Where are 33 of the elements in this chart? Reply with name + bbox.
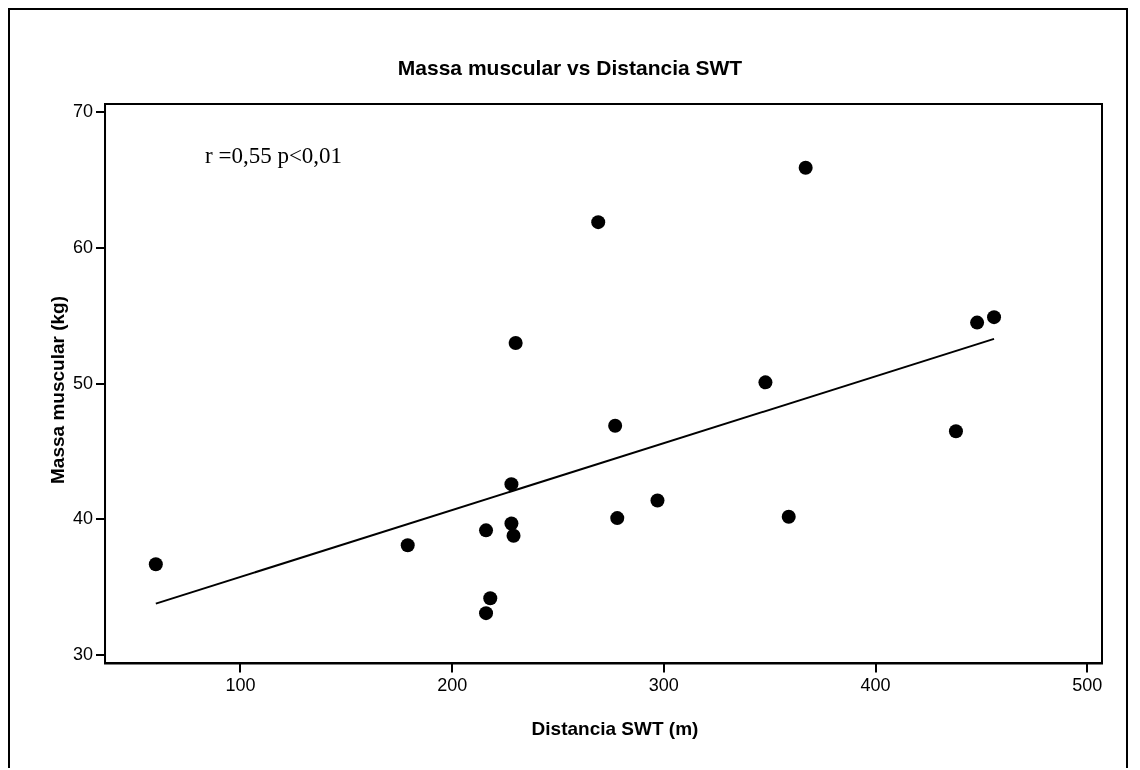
point <box>798 160 813 175</box>
x-tick-label: 200 <box>437 675 468 696</box>
x-tick-label: 100 <box>225 675 256 696</box>
chart-title: Massa muscular vs Distancia SWT <box>396 56 744 80</box>
point <box>506 528 521 543</box>
x-tick-label: 400 <box>860 675 891 696</box>
y-tick-label: 70 <box>72 101 94 122</box>
point <box>504 477 519 492</box>
point <box>400 538 415 553</box>
y-tick-label: 60 <box>72 236 94 257</box>
point <box>483 591 498 606</box>
point <box>948 424 963 439</box>
x-axis-title: Distancia SWT (m) <box>531 718 699 740</box>
x-tick-label: 500 <box>1072 675 1103 696</box>
point <box>970 315 985 330</box>
point <box>781 509 796 524</box>
x-tick-label: 300 <box>648 675 679 696</box>
point <box>610 511 625 526</box>
point <box>987 310 1002 325</box>
point <box>504 516 519 531</box>
y-tick-label: 40 <box>72 508 94 529</box>
point <box>758 375 773 390</box>
y-axis-title: Massa muscular (kg) <box>47 296 69 484</box>
annotation: r =0,55 p<0,01 <box>205 143 343 169</box>
point <box>608 418 623 433</box>
y-tick-label: 50 <box>72 372 94 393</box>
y-tick-label: 30 <box>72 644 94 665</box>
point <box>650 493 665 508</box>
point <box>479 523 494 538</box>
point <box>479 606 494 621</box>
point <box>591 215 606 230</box>
point <box>508 335 523 350</box>
point <box>148 557 163 572</box>
